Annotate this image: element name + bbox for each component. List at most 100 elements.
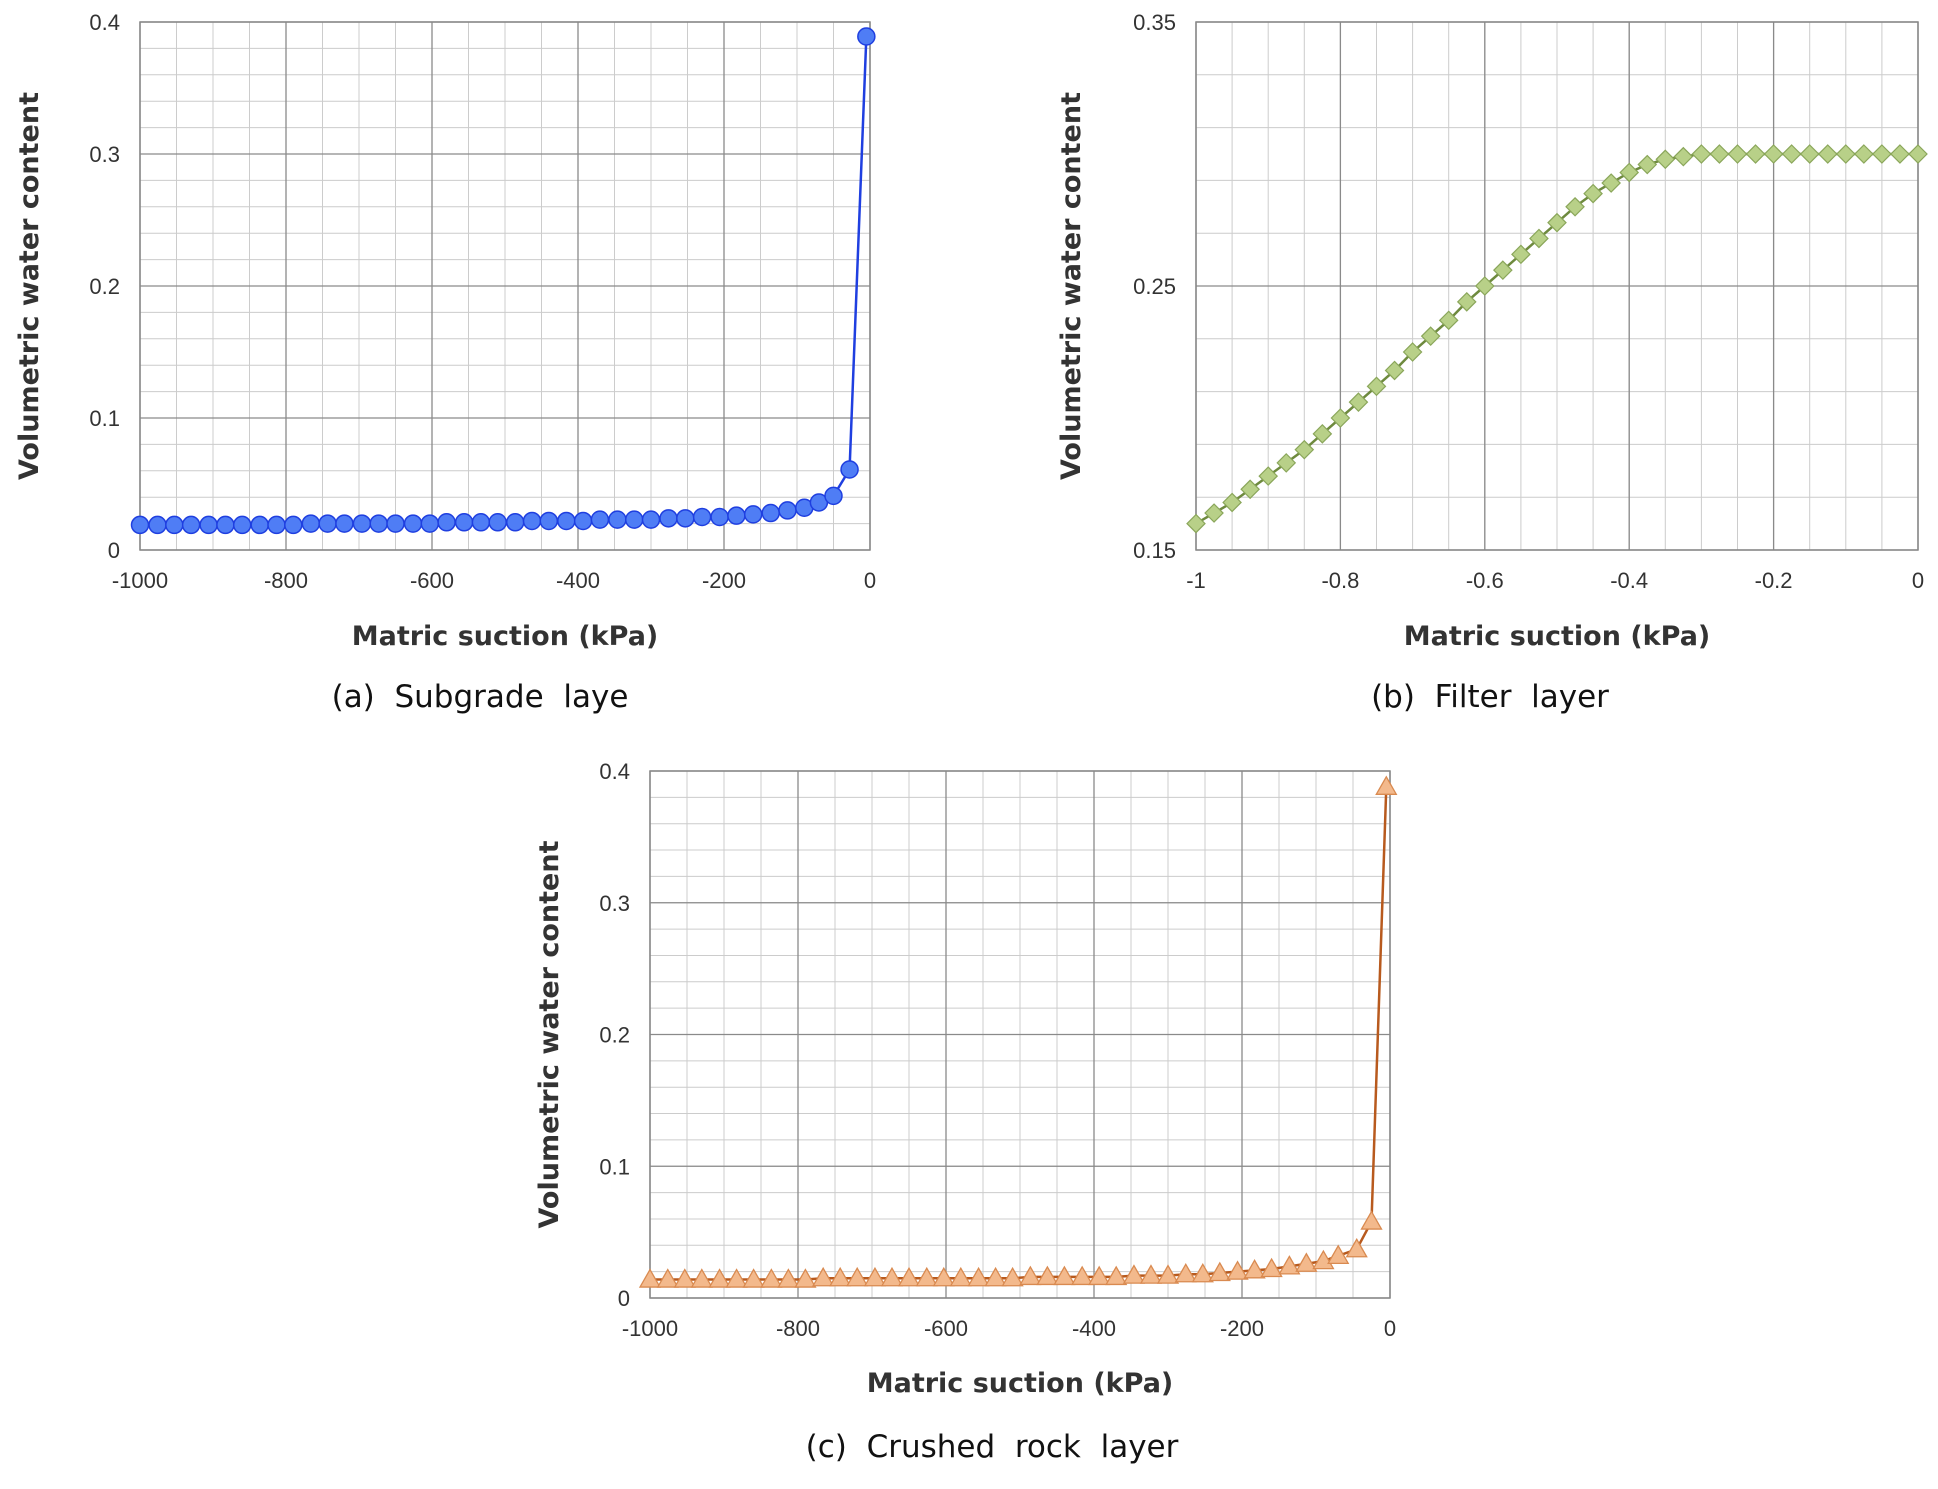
chart-c: -1000 -800 -600 -400 -200 0 0 0.1 0.2 0.3 0.4 Matri…	[534, 759, 1398, 1399]
data-point	[1637, 154, 1658, 175]
data-point	[1294, 439, 1315, 460]
data-point	[1655, 149, 1676, 170]
data-point	[1240, 479, 1260, 500]
x-axis-title: Matric suction (kPa)	[1404, 621, 1711, 652]
data-point	[1375, 775, 1398, 795]
data-point	[857, 27, 876, 46]
y-axis-title: Volumetric water content	[1056, 92, 1087, 480]
data-point	[761, 503, 780, 523]
data-point	[1709, 144, 1730, 164]
data-point	[1122, 1264, 1146, 1284]
data-point	[471, 513, 491, 532]
data-point	[1226, 1260, 1249, 1280]
data-point	[1327, 1244, 1350, 1264]
x-tick-label: 0	[864, 568, 876, 593]
x-tick-label: -600	[410, 568, 454, 593]
data-point	[710, 507, 729, 527]
data-point	[676, 509, 695, 528]
data-point	[1727, 144, 1748, 164]
data-point	[1208, 1261, 1231, 1282]
data-point	[318, 514, 337, 533]
data-point	[897, 1266, 921, 1287]
y-tick-label: 0.3	[89, 142, 120, 167]
data-point	[1019, 1265, 1042, 1286]
x-tick-label: 0	[1384, 1316, 1396, 1341]
y-tick-label: 0.25	[1133, 274, 1176, 299]
data-point	[1204, 503, 1224, 523]
plot-frame	[649, 770, 1391, 1299]
x-tick-label: -0.8	[1321, 568, 1359, 593]
data-point	[1105, 1265, 1128, 1286]
data-point	[199, 515, 218, 535]
data-point	[1456, 291, 1477, 312]
data-point	[1474, 276, 1495, 296]
data-point	[1817, 144, 1838, 164]
data-point	[967, 1266, 990, 1287]
data-point	[267, 515, 286, 535]
data-point	[829, 1266, 852, 1287]
y-tick-label: 0.15	[1133, 538, 1176, 563]
data-point	[1799, 144, 1820, 164]
data-point	[824, 486, 843, 506]
data-point	[573, 511, 593, 531]
data-point	[1243, 1259, 1266, 1279]
y-tick-label: 0.35	[1133, 10, 1176, 35]
data-point	[522, 511, 542, 531]
x-tick-label: 0	[1912, 568, 1924, 593]
y-tick-label: 0.4	[89, 10, 120, 35]
data-point	[488, 513, 507, 532]
data-point	[505, 513, 525, 532]
data-point	[673, 1268, 696, 1288]
data-point	[216, 515, 235, 535]
data-point	[1619, 162, 1640, 183]
data-point	[539, 511, 559, 531]
x-tick-label: -1000	[622, 1316, 678, 1341]
data-point	[840, 460, 859, 479]
data-point	[1036, 1265, 1059, 1286]
data-point	[641, 510, 661, 529]
x-tick-label: -600	[924, 1316, 968, 1341]
data-point	[165, 515, 184, 535]
data-point	[1088, 1265, 1111, 1286]
data-point	[1420, 326, 1441, 347]
data-point	[1781, 144, 1802, 164]
data-point	[420, 514, 440, 533]
x-tick-label: -800	[264, 568, 308, 593]
x-tick-label: -1000	[112, 568, 168, 593]
data-point	[386, 514, 405, 533]
data-point	[1854, 144, 1874, 164]
data-point	[608, 510, 627, 529]
data-point	[250, 515, 269, 535]
data-point	[1547, 212, 1567, 233]
x-tick-label: -800	[776, 1316, 820, 1341]
data-point	[984, 1266, 1007, 1287]
data-point	[760, 1268, 783, 1288]
y-tick-label: 0.2	[89, 274, 120, 299]
data-point	[1890, 144, 1910, 164]
data-point	[232, 515, 252, 535]
y-tick-label: 0.4	[599, 759, 630, 784]
data-point	[638, 1268, 662, 1288]
data-point	[335, 514, 354, 533]
data-point	[1511, 244, 1531, 265]
data-point	[1402, 342, 1423, 362]
data-point	[1763, 144, 1784, 164]
data-point	[742, 1268, 765, 1288]
data-point	[1139, 1264, 1163, 1284]
data-point	[1529, 228, 1549, 249]
data-point	[1438, 310, 1459, 331]
data-point	[1835, 144, 1856, 164]
x-axis-title: Matric suction (kPa)	[352, 621, 659, 652]
y-axis-title: Volumetric water content	[14, 92, 45, 480]
data-point	[656, 1268, 679, 1288]
data-point	[1276, 453, 1297, 473]
x-tick-label: -200	[702, 568, 746, 593]
series-line	[140, 36, 868, 527]
data-point	[932, 1266, 955, 1287]
data-point	[1601, 173, 1621, 193]
data-point	[1493, 260, 1513, 281]
data-point	[778, 501, 797, 520]
x-axis-title: Matric suction (kPa)	[867, 1368, 1174, 1399]
data-point	[1583, 183, 1603, 204]
data-point	[148, 515, 167, 535]
